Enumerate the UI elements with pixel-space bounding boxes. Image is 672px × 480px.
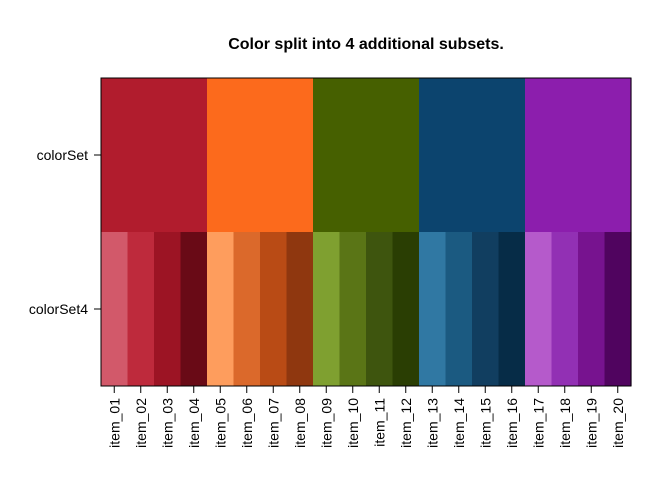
heatmap-cell [498,78,526,232]
y-tick-label: colorSet4 [29,301,88,317]
x-tick-label: item_11 [371,398,387,447]
x-tick-label: item_02 [133,398,149,448]
x-tick-label: item_14 [451,398,467,448]
y-tick-label: colorSet [37,147,88,163]
heatmap-cell [207,78,235,232]
heatmap-cell [445,78,473,232]
x-tick-label: item_09 [318,398,334,448]
heatmap-cell [101,232,129,386]
x-tick-label: item_04 [186,398,202,448]
heatmap-cell [313,232,341,386]
x-tick-label: item_03 [159,398,175,448]
heatmap-cells [101,78,632,386]
heatmap-cell [233,78,261,232]
heatmap-cell [551,78,579,232]
heatmap-cell [154,232,182,386]
x-tick-label: item_06 [239,398,255,448]
heatmap-cell [366,232,394,386]
heatmap-cell [392,78,420,232]
heatmap-cell [525,232,553,386]
x-tick-label: item_15 [477,398,493,448]
heatmap-cell [578,232,606,386]
chart-title: Color split into 4 additional subsets. [228,36,504,53]
x-tick-label: item_08 [292,398,308,448]
heatmap-cell [498,232,526,386]
heatmap-cell [472,78,500,232]
heatmap-cell [525,78,553,232]
x-tick-label: item_16 [504,398,520,448]
heatmap-cell [313,78,341,232]
x-tick-label: item_12 [398,398,414,448]
x-tick-label: item_17 [530,398,546,448]
heatmap-cell [180,78,208,232]
column-labels: item_01 item_02 item_03 item_04 item_05 item_… [106,386,626,448]
x-tick-label: item_18 [557,398,573,448]
heatmap-cell [207,232,235,386]
heatmap-cell [604,78,632,232]
heatmap-cell [286,78,314,232]
heatmap-cell [127,232,155,386]
x-tick-label: item_13 [424,398,440,448]
heatmap-cell [419,78,447,232]
heatmap-cell [419,232,447,386]
heatmap-cell [233,232,261,386]
heatmap-cell [366,78,394,232]
x-tick-label: item_19 [583,398,599,448]
heatmap-cell [101,78,129,232]
heatmap-cell [180,232,208,386]
heatmap-cell [551,232,579,386]
heatmap-cell [339,78,367,232]
heatmap-cell [339,232,367,386]
x-tick-label: item_01 [106,398,122,448]
row-labels: colorSet colorSet4 [29,147,101,317]
heatmap-cell [260,78,288,232]
heatmap-cell [127,78,155,232]
heatmap-cell [472,232,500,386]
x-tick-label: item_10 [345,398,361,448]
heatmap-cell [445,232,473,386]
x-tick-label: item_05 [212,398,228,448]
heatmap-cell [604,232,632,386]
heatmap-cell [260,232,288,386]
x-tick-label: item_07 [265,398,281,448]
heatmap-cell [578,78,606,232]
heatmap-cell [154,78,182,232]
plot-frame [100,77,632,387]
heatmap-cell [392,232,420,386]
x-tick-label: item_20 [610,398,626,448]
heatmap-cell [286,232,314,386]
